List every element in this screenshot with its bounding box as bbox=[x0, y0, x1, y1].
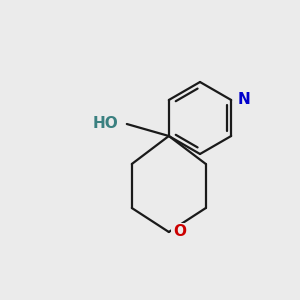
Text: O: O bbox=[173, 224, 186, 239]
Text: N: N bbox=[237, 92, 250, 107]
Text: HO: HO bbox=[93, 116, 119, 131]
